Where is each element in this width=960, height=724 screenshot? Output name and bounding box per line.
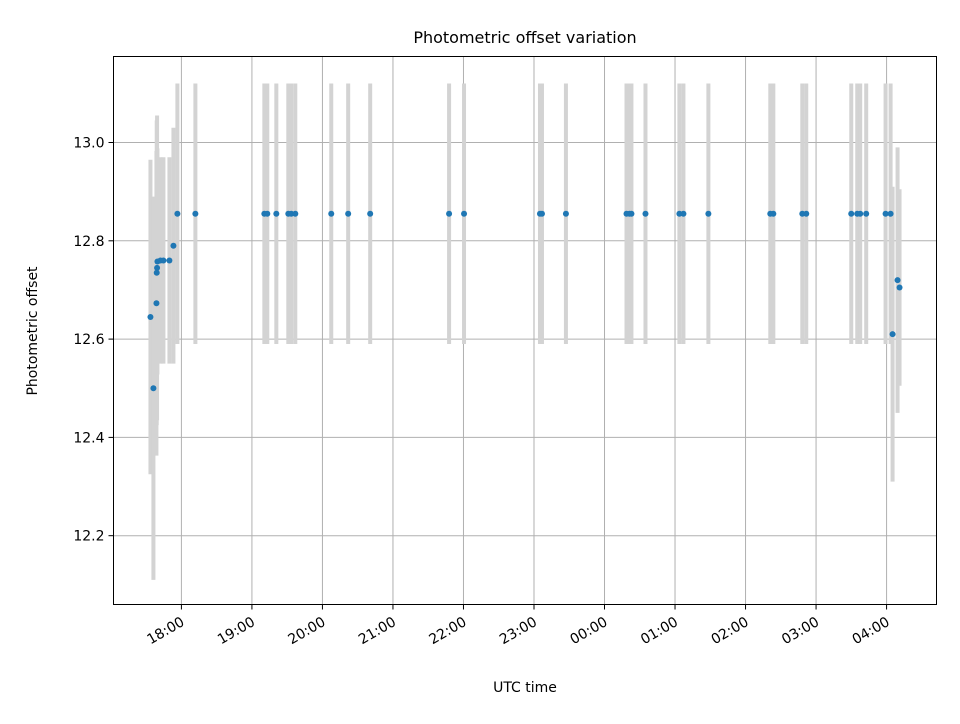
data-point — [803, 210, 810, 217]
data-point — [680, 210, 687, 217]
data-point — [154, 264, 161, 271]
chart-title: Photometric offset variation — [413, 28, 636, 47]
data-point — [147, 313, 154, 320]
x-tick-label: 19:00 — [215, 614, 258, 648]
data-point — [446, 210, 453, 217]
x-tick-label: 21:00 — [356, 614, 399, 648]
data-point — [153, 269, 160, 276]
x-tick-label: 22:00 — [427, 614, 470, 648]
data-point — [461, 210, 468, 217]
grid — [113, 56, 937, 605]
data-point — [882, 210, 889, 217]
x-tick-label: 01:00 — [638, 614, 681, 648]
x-tick-label: 18:00 — [144, 614, 187, 648]
data-point — [170, 242, 177, 249]
y-tick-label: 13.0 — [73, 136, 104, 152]
data-point — [150, 385, 157, 392]
data-point — [153, 300, 160, 307]
data-point — [264, 210, 271, 217]
x-axis-ticks: 18:00 19:00 20:00 21:00 22:00 23:00 00:00 01:00… — [144, 604, 893, 648]
x-tick-label: 02:00 — [709, 614, 752, 648]
data-point — [896, 284, 903, 291]
x-tick-label: 00:00 — [568, 614, 611, 648]
y-axis-label: Photometric offset — [25, 266, 41, 396]
x-axis-label: UTC time — [493, 680, 557, 696]
data-point — [160, 257, 167, 264]
data-point — [367, 210, 374, 217]
y-tick-label: 12.2 — [73, 529, 104, 545]
data-point — [863, 210, 870, 217]
data-point — [642, 210, 649, 217]
x-tick-label: 23:00 — [497, 614, 540, 648]
data-point — [848, 210, 855, 217]
y-tick-label: 12.4 — [73, 430, 104, 446]
error-bars — [148, 83, 902, 580]
data-point — [292, 210, 299, 217]
data-point — [345, 210, 352, 217]
y-axis-ticks: 12.2 12.4 12.6 12.8 13.0 — [73, 136, 114, 545]
data-point — [889, 331, 896, 338]
data-point — [174, 210, 181, 217]
data-point — [857, 210, 864, 217]
x-tick-label: 04:00 — [850, 614, 893, 648]
data-point — [705, 210, 712, 217]
data-point — [538, 210, 545, 217]
data-point — [273, 210, 280, 217]
data-point — [894, 277, 901, 284]
data-point — [166, 257, 173, 264]
x-tick-label: 03:00 — [779, 614, 822, 648]
y-tick-label: 12.8 — [73, 234, 104, 250]
y-tick-label: 12.6 — [73, 332, 104, 348]
plot-frame — [113, 56, 937, 605]
data-point — [628, 210, 635, 217]
data-point — [887, 210, 894, 217]
data-point — [328, 210, 335, 217]
data-point — [770, 210, 777, 217]
x-tick-label: 20:00 — [285, 614, 328, 648]
data-points — [147, 210, 903, 392]
data-point — [192, 210, 199, 217]
data-point — [562, 210, 569, 217]
